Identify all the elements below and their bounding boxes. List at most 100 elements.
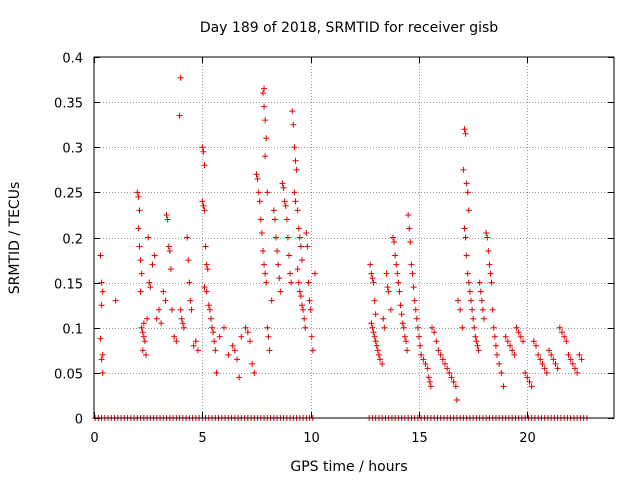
data-point	[277, 288, 284, 295]
data-point	[401, 333, 408, 340]
data-point	[202, 243, 209, 250]
data-point	[201, 207, 208, 214]
data-point	[283, 216, 290, 223]
data-point	[199, 198, 206, 205]
data-point	[578, 356, 585, 363]
data-point	[304, 243, 311, 250]
y-tick-label: 0.3	[62, 142, 83, 157]
data-point	[249, 360, 256, 367]
data-point	[158, 320, 165, 327]
data-point	[291, 144, 298, 151]
data-point	[431, 329, 438, 336]
data-point	[221, 324, 227, 331]
data-point	[381, 324, 388, 331]
data-point	[242, 324, 249, 331]
data-point	[425, 374, 432, 381]
data-point	[370, 279, 377, 286]
data-point	[546, 347, 552, 354]
data-point	[260, 90, 266, 97]
y-axis-label: SRMTID / TECUs	[7, 182, 23, 295]
data-point	[403, 338, 409, 345]
data-point	[486, 261, 493, 268]
data-point	[299, 257, 305, 264]
data-point	[565, 351, 572, 358]
data-point	[275, 261, 282, 268]
data-point	[211, 338, 218, 345]
data-point	[413, 315, 420, 322]
data-point	[307, 306, 314, 313]
data-point	[437, 351, 444, 358]
data-point	[420, 356, 427, 363]
data-point	[255, 189, 262, 196]
data-point	[487, 270, 494, 277]
y-tick-label: 0.35	[54, 97, 83, 112]
data-point	[139, 347, 146, 354]
data-point	[279, 180, 286, 187]
x-tick-label: 20	[519, 431, 536, 446]
data-point	[301, 315, 308, 322]
data-point	[460, 166, 467, 173]
y-tick-label: 0.1	[62, 323, 83, 338]
data-point	[303, 229, 310, 236]
data-point	[444, 365, 451, 372]
data-point	[177, 74, 184, 81]
data-point	[569, 360, 576, 367]
data-point	[511, 351, 518, 358]
data-point	[296, 234, 303, 241]
data-point	[297, 293, 304, 300]
data-point	[98, 279, 105, 286]
data-point	[254, 175, 261, 182]
data-point	[472, 333, 479, 340]
axis-ticks-layer: 0 5 10 15 20 0 0.05 0.1 0.15 0.2 0.25 0.3 0.35 0.4	[54, 52, 614, 446]
data-point	[530, 338, 537, 345]
data-point	[156, 306, 162, 313]
data-point	[98, 356, 105, 363]
data-point	[258, 229, 265, 236]
data-point	[147, 284, 154, 291]
data-point	[188, 306, 195, 313]
data-point	[297, 243, 304, 250]
data-point	[264, 324, 271, 331]
data-point	[492, 342, 499, 349]
data-point	[485, 248, 492, 255]
data-point	[187, 297, 194, 304]
data-point	[414, 324, 421, 331]
data-point	[141, 338, 148, 345]
data-point	[491, 333, 498, 340]
data-point	[433, 338, 440, 345]
data-point	[465, 279, 472, 286]
data-point	[206, 306, 213, 313]
data-point	[146, 279, 153, 286]
data-point	[513, 324, 520, 331]
data-point	[291, 189, 298, 196]
data-point	[166, 248, 173, 255]
data-point	[306, 297, 313, 304]
data-point	[367, 261, 374, 268]
data-point	[417, 342, 424, 349]
data-point	[273, 234, 279, 241]
data-point	[274, 248, 281, 255]
data-point	[496, 360, 503, 367]
data-point	[167, 266, 174, 273]
data-point	[424, 365, 431, 372]
data-point	[138, 270, 145, 277]
grid-layer	[94, 57, 614, 418]
y-tick-label: 0	[75, 413, 83, 428]
data-point	[176, 112, 183, 119]
data-point	[163, 211, 170, 218]
data-point	[368, 270, 375, 277]
data-point	[517, 333, 524, 340]
data-point	[253, 171, 260, 178]
data-point	[509, 347, 516, 354]
data-point	[463, 180, 470, 187]
data-point	[268, 297, 275, 304]
data-point	[305, 279, 312, 286]
data-point	[375, 351, 382, 358]
data-point	[201, 162, 208, 169]
data-point	[112, 297, 119, 304]
data-point	[504, 338, 511, 345]
data-point	[169, 306, 175, 313]
data-point	[405, 211, 412, 218]
data-point	[294, 266, 301, 273]
data-point	[471, 324, 478, 331]
